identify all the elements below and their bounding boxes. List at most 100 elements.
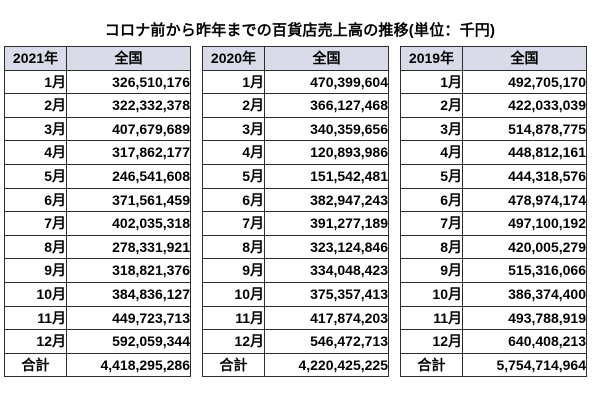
month-cell: 4月 [4,140,67,165]
month-cell: 2月 [400,93,463,118]
value-cell: 371,561,459 [66,187,191,213]
month-cell: 4月 [202,140,265,165]
value-cell: 384,836,127 [66,281,191,307]
value-cell: 449,723,713 [66,305,191,331]
value-cell: 493,788,919 [462,305,587,331]
value-cell: 326,510,176 [66,69,191,95]
value-cell: 386,374,400 [462,281,587,307]
header-row: 2019年 全国 [400,46,587,71]
table-row: 4月 448,812,161 [400,140,587,165]
month-cell: 5月 [400,163,463,189]
year-header: 2019年 [400,46,463,71]
month-cell: 7月 [400,211,463,236]
value-cell: 318,821,376 [66,258,191,283]
table-row: 5月 444,318,576 [400,163,587,189]
value-cell: 444,318,576 [462,163,587,189]
value-cell: 323,124,846 [264,234,389,260]
table-row: 12月 592,059,344 [4,329,191,354]
month-cell: 12月 [4,329,67,354]
table-row: 6月 371,561,459 [4,187,191,213]
value-cell: 317,862,177 [66,140,191,165]
month-cell: 6月 [202,187,265,213]
table-row: 8月 420,005,279 [400,234,587,260]
table-row: 1月 326,510,176 [4,69,191,95]
value-cell: 340,359,656 [264,116,389,142]
total-row: 合計 4,220,425,225 [202,352,389,378]
month-cell: 8月 [4,234,67,260]
year-header: 2021年 [4,46,67,71]
month-cell: 2月 [4,93,67,118]
sales-table-2020: 2020年 全国 1月 470,399,604 2月 366,127,468 3月 340… [202,46,389,378]
total-label: 合計 [400,352,463,378]
total-label: 合計 [202,352,265,378]
table-row: 6月 382,947,243 [202,187,389,213]
month-cell: 6月 [4,187,67,213]
month-cell: 9月 [202,258,265,283]
table-row: 7月 402,035,318 [4,211,191,236]
value-cell: 391,277,189 [264,211,389,236]
month-cell: 4月 [400,140,463,165]
table-row: 2月 366,127,468 [202,93,389,118]
table-row: 11月 417,874,203 [202,305,389,331]
value-cell: 246,541,608 [66,163,191,189]
month-cell: 10月 [202,281,265,307]
month-cell: 9月 [400,258,463,283]
table-row: 4月 317,862,177 [4,140,191,165]
table-row: 6月 478,974,174 [400,187,587,213]
value-cell: 492,705,170 [462,69,587,95]
month-cell: 3月 [400,116,463,142]
value-cell: 151,542,481 [264,163,389,189]
table-row: 9月 515,316,066 [400,258,587,283]
month-cell: 1月 [4,69,67,95]
month-cell: 8月 [202,234,265,260]
value-cell: 497,100,192 [462,211,587,236]
table-row: 3月 514,878,775 [400,116,587,142]
value-cell: 366,127,468 [264,93,389,118]
value-cell: 422,033,039 [462,93,587,118]
total-label: 合計 [4,352,67,378]
page: コロナ前から昨年までの百貨店売上高の推移(単位：千円) 2021年 全国 1月 3… [0,21,600,400]
table-body-2021: 1月 326,510,176 2月 322,332,378 3月 407,679,689 4… [4,69,191,378]
month-cell: 3月 [202,116,265,142]
value-cell: 334,048,423 [264,258,389,283]
value-cell: 478,974,174 [462,187,587,213]
value-cell: 382,947,243 [264,187,389,213]
table-row: 11月 493,788,919 [400,305,587,331]
value-cell: 417,874,203 [264,305,389,331]
month-cell: 7月 [202,211,265,236]
sales-table-2019: 2019年 全国 1月 492,705,170 2月 422,033,039 3月 514… [400,46,587,378]
value-cell: 515,316,066 [462,258,587,283]
table-row: 9月 318,821,376 [4,258,191,283]
value-cell: 546,472,713 [264,329,389,354]
region-header: 全国 [462,46,587,71]
page-title: コロナ前から昨年までの百貨店売上高の推移(単位：千円) [104,22,496,39]
month-cell: 7月 [4,211,67,236]
value-cell: 420,005,279 [462,234,587,260]
value-cell: 592,059,344 [66,329,191,354]
region-header: 全国 [66,46,191,71]
table-row: 11月 449,723,713 [4,305,191,331]
month-cell: 12月 [400,329,463,354]
table-row: 4月 120,893,986 [202,140,389,165]
table-row: 1月 470,399,604 [202,69,389,95]
month-cell: 11月 [202,305,265,331]
table-row: 7月 497,100,192 [400,211,587,236]
table-row: 9月 334,048,423 [202,258,389,283]
value-cell: 402,035,318 [66,211,191,236]
month-cell: 11月 [400,305,463,331]
table-row: 3月 340,359,656 [202,116,389,142]
month-cell: 1月 [202,69,265,95]
table-body-2019: 1月 492,705,170 2月 422,033,039 3月 514,878,775 4… [400,69,587,378]
sales-table-2021: 2021年 全国 1月 326,510,176 2月 322,332,378 3月 407… [4,46,191,378]
total-value: 4,418,295,286 [66,352,191,378]
table-row: 2月 422,033,039 [400,93,587,118]
table-row: 8月 278,331,921 [4,234,191,260]
month-cell: 12月 [202,329,265,354]
table-body-2020: 1月 470,399,604 2月 366,127,468 3月 340,359,656 4… [202,69,389,378]
table-row: 12月 640,408,213 [400,329,587,354]
header-row: 2021年 全国 [4,46,191,71]
total-value: 5,754,714,964 [462,352,587,378]
table-row: 12月 546,472,713 [202,329,389,354]
month-cell: 3月 [4,116,67,142]
header-row: 2020年 全国 [202,46,389,71]
